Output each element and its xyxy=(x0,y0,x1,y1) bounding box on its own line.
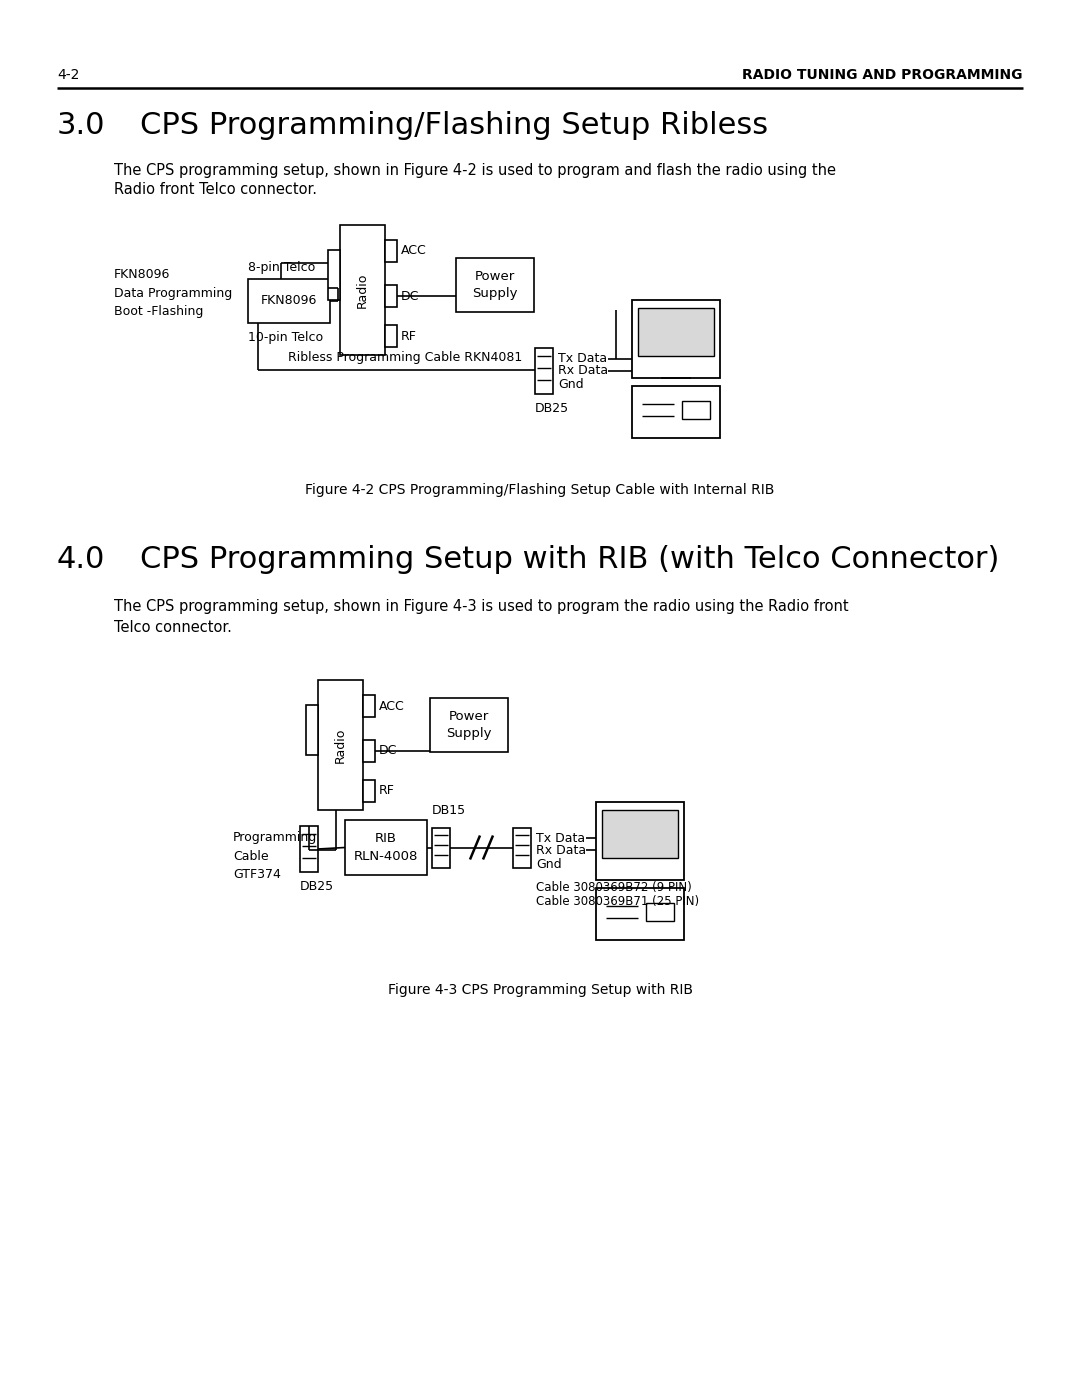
Text: DB25: DB25 xyxy=(300,880,334,893)
Text: Rx Data: Rx Data xyxy=(536,844,586,856)
Text: Cable: Cable xyxy=(233,849,269,862)
Text: RF: RF xyxy=(401,330,417,342)
Text: RF: RF xyxy=(379,785,395,798)
Bar xyxy=(306,705,318,754)
Text: CPS Programming/Flashing Setup Ribless: CPS Programming/Flashing Setup Ribless xyxy=(140,110,768,140)
Text: CPS Programming Setup with RIB (with Telco Connector): CPS Programming Setup with RIB (with Tel… xyxy=(140,545,999,574)
Text: Supply: Supply xyxy=(472,288,517,300)
Bar xyxy=(318,680,363,810)
Text: The CPS programming setup, shown in Figure 4-3 is used to program the radio usin: The CPS programming setup, shown in Figu… xyxy=(114,599,849,615)
Text: Telco connector.: Telco connector. xyxy=(114,619,232,634)
Text: Power: Power xyxy=(475,271,515,284)
Text: Cable 3080369B72 (9 PIN): Cable 3080369B72 (9 PIN) xyxy=(536,880,692,894)
Text: RLN-4008: RLN-4008 xyxy=(354,849,418,863)
Bar xyxy=(456,258,534,312)
Text: RIB: RIB xyxy=(375,833,397,845)
Text: Power: Power xyxy=(449,711,489,724)
Bar xyxy=(646,902,674,921)
Text: Radio: Radio xyxy=(334,728,347,763)
Bar xyxy=(432,828,450,868)
Text: 3.0: 3.0 xyxy=(57,110,106,140)
Text: GTF374: GTF374 xyxy=(233,868,281,880)
Text: Supply: Supply xyxy=(446,728,491,740)
Bar xyxy=(384,240,397,263)
Text: Ribless Programming Cable RKN4081: Ribless Programming Cable RKN4081 xyxy=(288,352,523,365)
Text: DB25: DB25 xyxy=(535,401,569,415)
Text: DB15: DB15 xyxy=(432,803,467,816)
Bar xyxy=(300,826,318,872)
Bar xyxy=(248,279,330,323)
Bar xyxy=(513,828,531,868)
Bar xyxy=(345,820,427,875)
Bar xyxy=(328,250,340,300)
Text: Radio front Telco connector.: Radio front Telco connector. xyxy=(114,183,318,197)
Bar xyxy=(340,225,384,355)
Text: Data Programming: Data Programming xyxy=(114,286,232,299)
Text: ACC: ACC xyxy=(401,244,427,257)
Bar xyxy=(363,780,375,802)
Text: DC: DC xyxy=(401,289,419,303)
Bar xyxy=(384,285,397,307)
Bar xyxy=(638,307,714,356)
Text: Gnd: Gnd xyxy=(558,379,583,391)
Text: RADIO TUNING AND PROGRAMMING: RADIO TUNING AND PROGRAMMING xyxy=(743,68,1023,82)
Text: Figure 4-2 CPS Programming/Flashing Setup Cable with Internal RIB: Figure 4-2 CPS Programming/Flashing Setu… xyxy=(306,483,774,497)
Bar xyxy=(363,740,375,761)
Bar xyxy=(632,300,720,379)
Text: Cable 3080369B71 (25 PIN): Cable 3080369B71 (25 PIN) xyxy=(536,894,699,908)
Text: Rx Data: Rx Data xyxy=(558,365,608,377)
Bar xyxy=(632,386,720,439)
Text: Tx Data: Tx Data xyxy=(558,352,607,366)
Text: 10-pin Telco: 10-pin Telco xyxy=(248,331,323,344)
Bar xyxy=(430,698,508,752)
Text: ACC: ACC xyxy=(379,700,405,712)
Bar xyxy=(596,802,684,880)
Bar xyxy=(596,888,684,940)
Bar xyxy=(535,348,553,394)
Bar xyxy=(681,401,710,419)
Text: 4-2: 4-2 xyxy=(57,68,79,82)
Bar xyxy=(384,326,397,346)
Text: Tx Data: Tx Data xyxy=(536,831,585,845)
Text: DC: DC xyxy=(379,745,397,757)
Text: FKN8096: FKN8096 xyxy=(260,295,318,307)
Text: Figure 4-3 CPS Programming Setup with RIB: Figure 4-3 CPS Programming Setup with RI… xyxy=(388,983,692,997)
Text: Boot -Flashing: Boot -Flashing xyxy=(114,305,203,317)
Text: Programming: Programming xyxy=(233,831,318,845)
Text: FKN8096: FKN8096 xyxy=(114,268,171,282)
Bar xyxy=(602,810,678,858)
Bar xyxy=(363,694,375,717)
Text: Gnd: Gnd xyxy=(536,858,562,870)
Text: The CPS programming setup, shown in Figure 4-2 is used to program and flash the : The CPS programming setup, shown in Figu… xyxy=(114,162,836,177)
Text: 8-pin Telco: 8-pin Telco xyxy=(248,260,315,274)
Text: 4.0: 4.0 xyxy=(57,545,106,574)
Text: Radio: Radio xyxy=(356,272,369,307)
